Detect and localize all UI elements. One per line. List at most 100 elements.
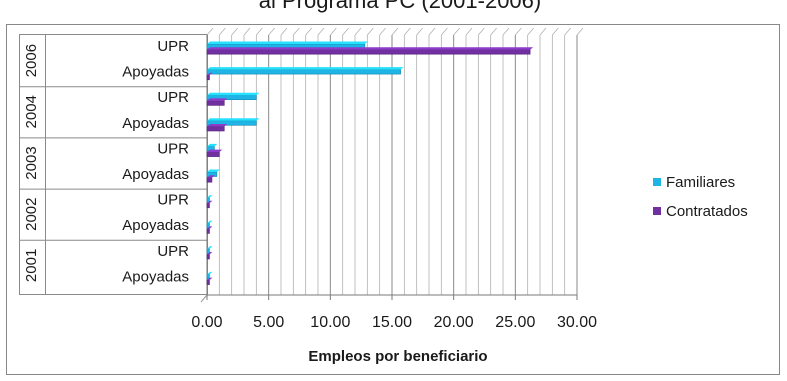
bar-top-face (207, 226, 213, 229)
year-label: 2003 (23, 146, 40, 179)
gridline-depth (564, 27, 571, 36)
gridline-depth (391, 27, 399, 36)
bar-familiares-6 (206, 197, 210, 203)
bar-top-face (207, 98, 228, 101)
gridline-depth (367, 27, 374, 36)
bar-top-face (207, 92, 260, 96)
axis-depth (200, 294, 208, 303)
gridline-depth (527, 27, 534, 36)
gridline-depth (515, 27, 522, 36)
bar-contratados-9 (206, 279, 210, 285)
bar-top-face (207, 252, 213, 255)
x-tick-label: 25.00 (495, 314, 535, 331)
category-axis: 2006 UPR Apoyadas 2004 UPR Apoyadas 2003 UPR Apo… (19, 34, 208, 295)
bar-contratados-8 (206, 254, 210, 260)
x-tick-label: 30.00 (557, 314, 597, 331)
gridline-depth (478, 27, 485, 36)
bar-top-face (207, 67, 404, 70)
bar-contratados-2 (206, 100, 225, 106)
bar-top-face (207, 118, 260, 121)
gridline-depth (305, 27, 312, 36)
category-label: UPR (157, 89, 189, 106)
gridline-depth (416, 27, 423, 36)
gridline-depth (465, 27, 473, 36)
bar-top-face (207, 271, 213, 275)
category-label: UPR (157, 243, 189, 260)
bar-top-face (207, 200, 213, 204)
legend-label-familiares: Familiares (666, 174, 735, 191)
gridlines (200, 27, 584, 303)
legend-label-contratados: Contratados (666, 203, 748, 220)
gridline-depth (342, 27, 349, 36)
bar-contratados-0 (206, 49, 531, 55)
category-label: UPR (157, 192, 189, 209)
legend-swatch-familiares (653, 178, 661, 186)
bar-familiares-8 (206, 248, 210, 254)
gridline-depth (206, 27, 214, 36)
gridline-depth (256, 27, 263, 36)
category-label: Apoyadas (122, 166, 189, 183)
gridline-depth (317, 27, 325, 36)
gridline-depth (404, 27, 411, 36)
bar-contratados-5 (206, 177, 213, 183)
bar-top-face (207, 47, 534, 50)
legend-swatch-contratados (653, 207, 661, 215)
bar-top-face (207, 246, 213, 249)
x-tick-label: 0.00 (191, 314, 222, 331)
bar-contratados-1 (206, 75, 210, 81)
gridline-depth (268, 27, 275, 36)
bar-contratados-4 (206, 151, 220, 157)
x-axis-ticks: 0.00 5.00 10.00 15.00 20.00 25.00 30.00 (191, 314, 597, 331)
gridline-depth (243, 27, 251, 36)
bar-top-face (207, 277, 213, 281)
category-label: UPR (157, 140, 189, 157)
legend: Familiares Contratados (653, 174, 748, 220)
bar-contratados-6 (206, 203, 210, 209)
gridline-depth (293, 27, 300, 36)
chart-title: al Programa PC (2001-2006) (259, 0, 541, 13)
gridline-depth (280, 27, 288, 36)
category-label: Apoyadas (122, 115, 189, 132)
gridline-depth (330, 27, 337, 36)
gridline-depth (354, 27, 362, 36)
bar-top-face (207, 41, 368, 44)
bar-marks (206, 41, 534, 285)
category-label: Apoyadas (122, 217, 189, 234)
gridline-depth (502, 27, 510, 36)
year-label: 2006 (23, 44, 40, 77)
gridline-depth (539, 27, 547, 36)
chart-border (6, 24, 780, 375)
gridline-depth (490, 27, 497, 36)
category-label: Apoyadas (122, 64, 189, 81)
x-tick-label: 20.00 (434, 314, 474, 331)
gridline-depth (428, 27, 436, 36)
bar-contratados-3 (206, 126, 225, 132)
year-label: 2001 (23, 249, 40, 282)
bar-top-face (207, 143, 218, 147)
bar-familiares-7 (206, 222, 210, 228)
gridline-depth (552, 27, 559, 36)
gridline-depth (219, 27, 226, 36)
bar-top-face (207, 149, 223, 153)
bar-top-face (207, 169, 220, 172)
bar-familiares-1 (206, 69, 401, 75)
x-tick-label: 15.00 (372, 314, 412, 331)
gridline-depth (441, 27, 448, 36)
category-label: Apoyadas (122, 268, 189, 285)
bar-top-face (207, 175, 215, 178)
bar-top-face (207, 124, 228, 127)
year-label: 2002 (23, 198, 40, 231)
gridline-depth (231, 27, 238, 36)
bar-familiares-9 (206, 274, 210, 280)
bar-top-face (207, 72, 213, 76)
gridline-depth (379, 27, 386, 36)
category-label: UPR (157, 38, 189, 55)
gridline-depth (453, 27, 460, 36)
bar-top-face (207, 195, 213, 198)
x-axis-label: Empleos por beneficiario (308, 348, 487, 365)
gridline-depth (576, 27, 584, 36)
x-tick-label: 10.00 (310, 314, 350, 331)
bar-contratados-7 (206, 228, 210, 234)
bar-top-face (207, 220, 213, 224)
